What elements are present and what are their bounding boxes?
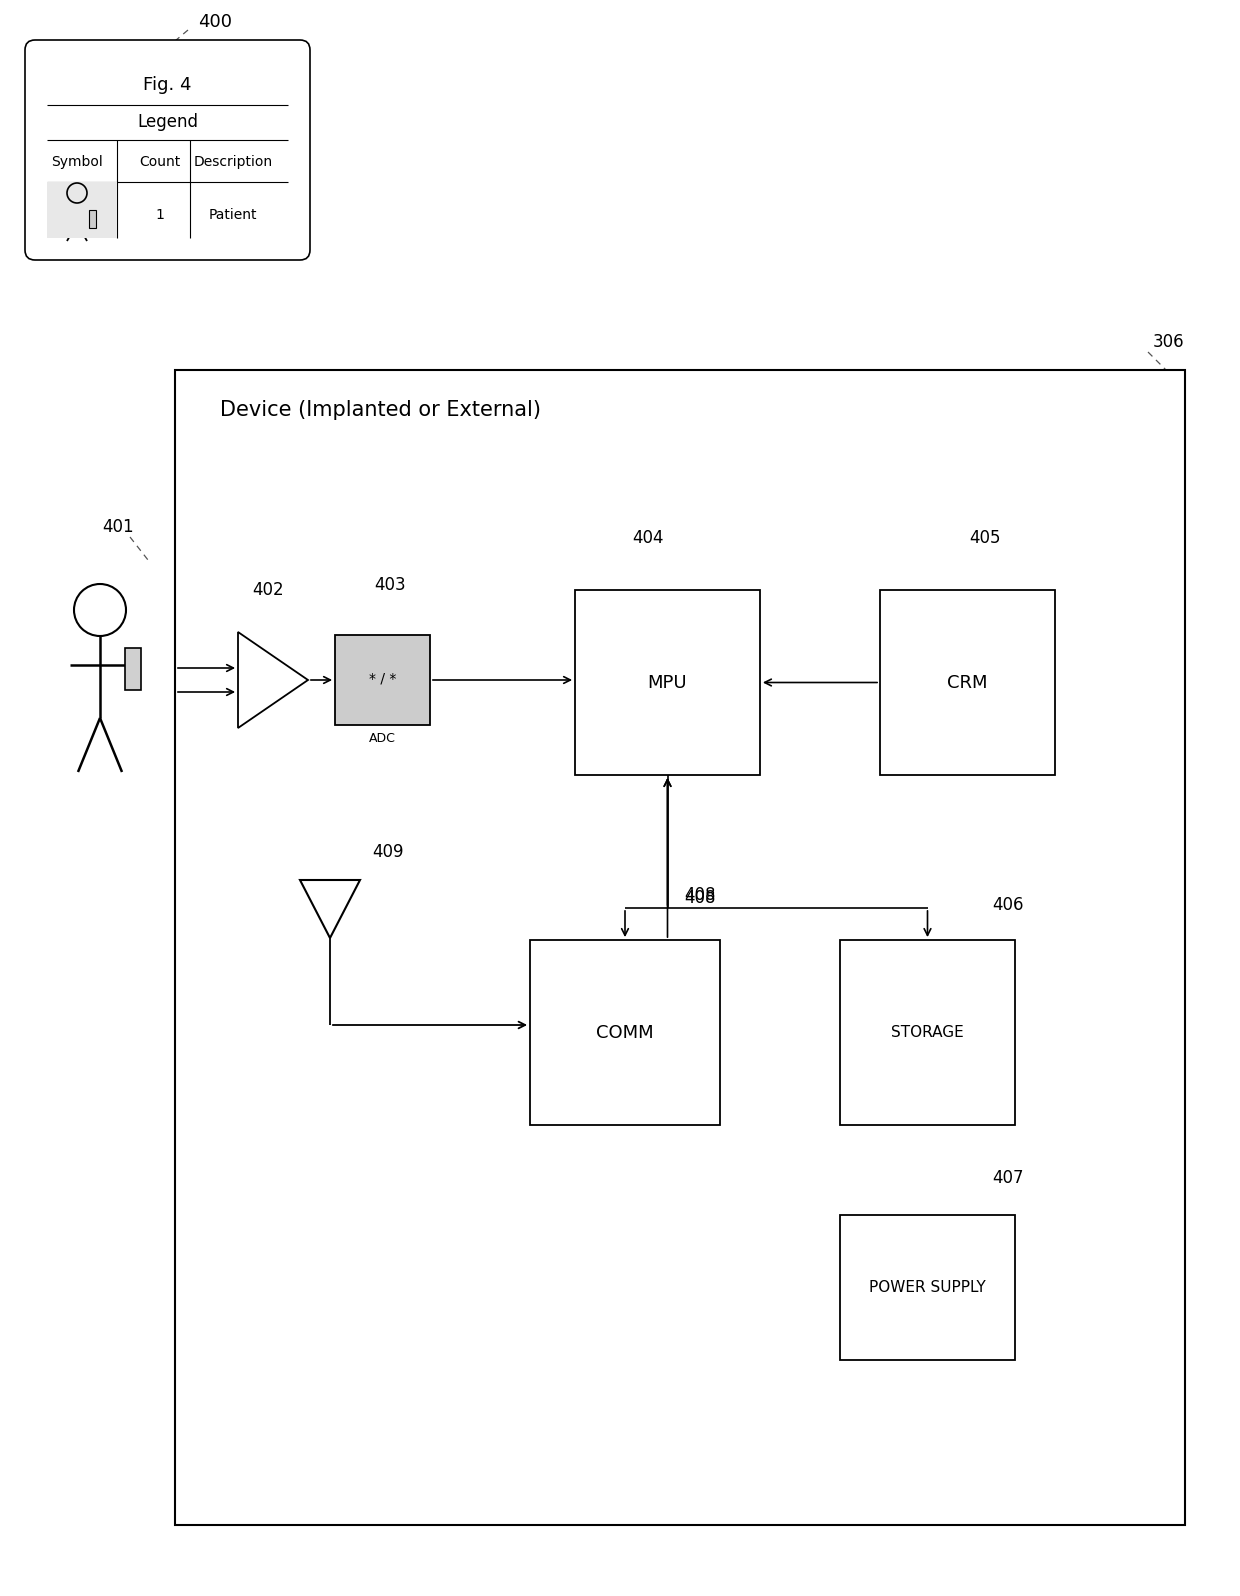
FancyBboxPatch shape xyxy=(25,40,310,260)
Text: 1: 1 xyxy=(155,207,165,222)
Text: Device (Implanted or External): Device (Implanted or External) xyxy=(219,401,541,420)
Text: Fig. 4: Fig. 4 xyxy=(144,77,192,94)
Text: 408: 408 xyxy=(684,886,715,903)
Text: 402: 402 xyxy=(252,581,284,598)
Text: POWER SUPPLY: POWER SUPPLY xyxy=(869,1280,986,1294)
Bar xyxy=(335,635,430,725)
Bar xyxy=(125,648,141,689)
Text: Symbol: Symbol xyxy=(51,155,103,169)
Bar xyxy=(529,940,720,1125)
Bar xyxy=(47,182,117,238)
Bar xyxy=(575,591,760,776)
Bar xyxy=(839,1215,1016,1360)
Text: 403: 403 xyxy=(374,576,405,594)
Text: COMM: COMM xyxy=(596,1023,653,1042)
Bar xyxy=(89,211,95,228)
Text: 306: 306 xyxy=(1152,334,1184,351)
Text: STORAGE: STORAGE xyxy=(892,1025,963,1041)
Text: 404: 404 xyxy=(632,528,663,547)
Text: 408: 408 xyxy=(684,889,715,907)
Bar xyxy=(175,370,1185,1526)
Text: 406: 406 xyxy=(992,895,1024,915)
Text: Count: Count xyxy=(139,155,181,169)
Text: Description: Description xyxy=(193,155,273,169)
Polygon shape xyxy=(300,879,360,938)
Bar xyxy=(839,940,1016,1125)
Bar xyxy=(880,591,1055,776)
Polygon shape xyxy=(238,632,308,728)
Text: MPU: MPU xyxy=(647,674,687,691)
Text: Patient: Patient xyxy=(208,207,257,222)
Text: 407: 407 xyxy=(992,1168,1024,1187)
Text: CRM: CRM xyxy=(947,674,988,691)
Text: 400: 400 xyxy=(198,13,232,30)
Text: 401: 401 xyxy=(102,519,134,536)
Text: * / *: * / * xyxy=(368,670,397,685)
Text: Legend: Legend xyxy=(136,113,198,131)
Text: ADC: ADC xyxy=(370,731,396,744)
Text: 409: 409 xyxy=(372,843,404,860)
Text: 405: 405 xyxy=(970,528,1001,547)
